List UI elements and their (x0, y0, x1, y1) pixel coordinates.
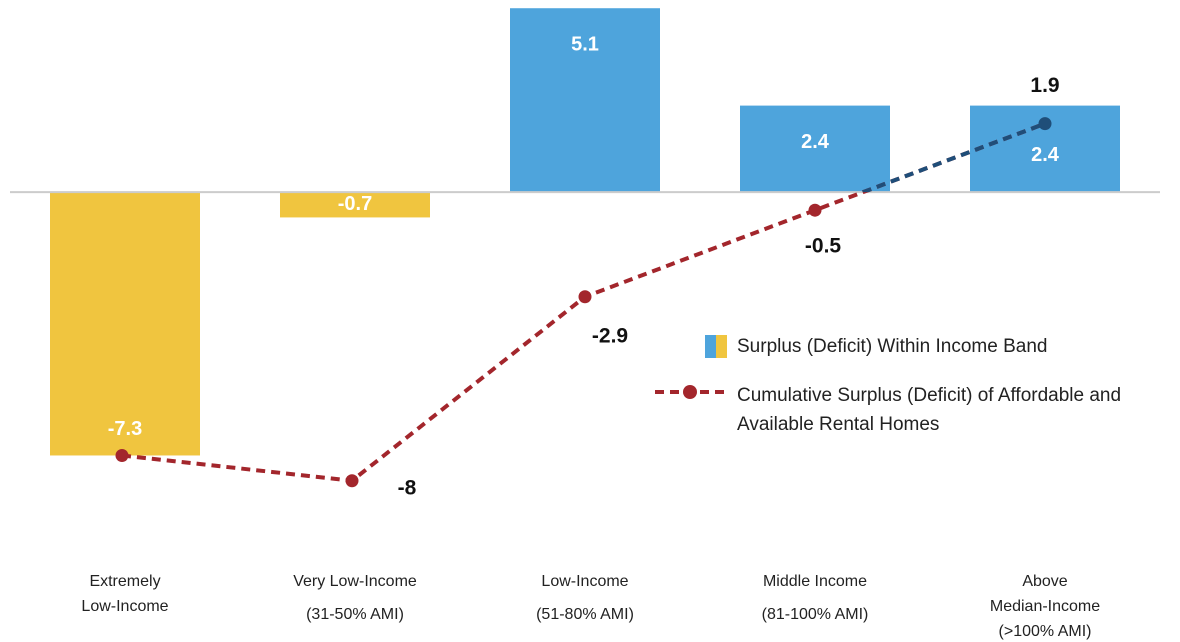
x-tick-label: Low-Income (541, 573, 628, 590)
point (808, 203, 822, 217)
legend-label: Surplus (Deficit) Within Income Band (737, 336, 1048, 357)
bar (740, 105, 890, 193)
x-tick-label: Extremely (89, 573, 160, 590)
legend-point (683, 385, 697, 399)
data-label: 5.1 (571, 33, 599, 55)
line-above-zero (857, 121, 1046, 193)
data-label: -2.9 (592, 324, 628, 347)
point (115, 448, 129, 462)
data-label: -7.3 (108, 418, 142, 440)
data-label: -0.5 (805, 235, 842, 258)
point (578, 290, 592, 304)
x-tick-label: Median-Income (990, 598, 1100, 615)
point (1038, 117, 1052, 131)
x-tick-label: Low-Income (81, 598, 168, 615)
x-tick-label: Above (1022, 573, 1067, 590)
x-tick-label: (31-50% AMI) (306, 606, 404, 623)
data-label: 2.4 (1031, 144, 1060, 166)
legend-swatch (716, 335, 727, 358)
data-label: 1.9 (1030, 74, 1059, 97)
x-tick-label: Very Low-Income (293, 573, 417, 590)
bar (50, 192, 200, 456)
x-tick-label: (>100% AMI) (999, 623, 1092, 640)
x-tick-label: Middle Income (763, 573, 867, 590)
data-label: -0.7 (338, 193, 372, 215)
x-tick-label: (51-80% AMI) (536, 606, 634, 623)
point (345, 474, 359, 488)
data-label: 2.4 (801, 131, 830, 153)
bar (280, 192, 430, 218)
bar (510, 8, 660, 193)
x-tick-label: (81-100% AMI) (762, 606, 869, 623)
legend-swatch (705, 335, 716, 358)
data-label: -8 (398, 476, 417, 499)
legend-label: Cumulative Surplus (Deficit) of Affordab… (737, 385, 1122, 435)
